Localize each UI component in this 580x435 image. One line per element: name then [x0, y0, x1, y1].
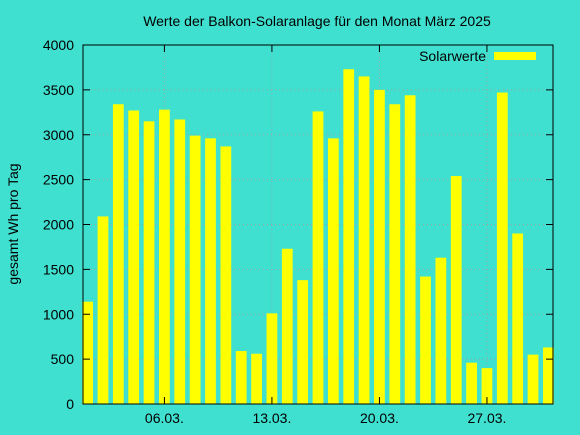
bar-day-2 [97, 216, 109, 404]
y-tick-label: 3000 [43, 127, 74, 143]
bar-day-9 [205, 138, 216, 404]
bars [82, 69, 554, 405]
bar-day-18 [343, 69, 355, 405]
y-tick-label: 0 [66, 396, 74, 412]
legend-label: Solarwerte [419, 48, 486, 64]
legend: Solarwerte [419, 48, 536, 64]
bar-day-20 [374, 89, 385, 404]
y-axis-label: gesamt Wh pro Tag [5, 163, 21, 284]
x-tick-label: 27.03. [467, 410, 506, 426]
x-axis-ticks: 06.03. 13.03. 20.03. 27.03. [145, 45, 506, 426]
bar-day-24 [435, 257, 447, 404]
bar-day-19 [358, 76, 370, 404]
bar-day-16 [312, 111, 324, 404]
bar-day-17 [327, 138, 339, 404]
bar-day-12 [251, 353, 262, 404]
bar-day-15 [297, 280, 309, 404]
bar-day-8 [189, 135, 201, 404]
bar-day-1 [82, 301, 93, 404]
bar-day-30 [527, 354, 539, 404]
y-tick-label: 2500 [43, 172, 74, 188]
y-tick-label: 500 [51, 351, 75, 367]
bar-day-25 [450, 176, 462, 404]
bar-day-7 [174, 119, 186, 405]
bar-day-21 [389, 104, 401, 405]
bar-day-14 [281, 248, 293, 404]
bar-day-31 [543, 347, 554, 404]
y-tick-label: 1500 [43, 261, 74, 277]
bar-day-28 [496, 92, 508, 404]
bar-day-13 [266, 313, 278, 404]
x-tick-label: 13.03. [252, 410, 291, 426]
chart-title: Werte der Balkon-Solaranlage für den Mon… [143, 13, 491, 29]
bar-day-29 [512, 233, 524, 404]
y-tick-label: 3500 [43, 82, 74, 98]
legend-swatch [494, 52, 536, 60]
bar-day-27 [481, 368, 493, 404]
bar-day-11 [235, 351, 247, 404]
y-tick-label: 2000 [43, 217, 74, 233]
bar-day-3 [112, 104, 124, 405]
y-tick-label: 4000 [43, 37, 74, 53]
bar-day-26 [466, 362, 477, 404]
x-tick-label: 20.03. [360, 410, 399, 426]
y-axis-ticks: 0 500 1000 1500 2000 2500 3000 3500 4000 [43, 37, 553, 412]
y-tick-label: 1000 [43, 306, 74, 322]
bar-day-4 [128, 110, 140, 404]
bar-day-10 [220, 146, 232, 405]
bar-day-6 [159, 109, 170, 405]
bar-day-22 [404, 95, 416, 404]
x-tick-label: 06.03. [145, 410, 184, 426]
bar-day-23 [420, 276, 431, 404]
bar-day-5 [143, 121, 155, 404]
